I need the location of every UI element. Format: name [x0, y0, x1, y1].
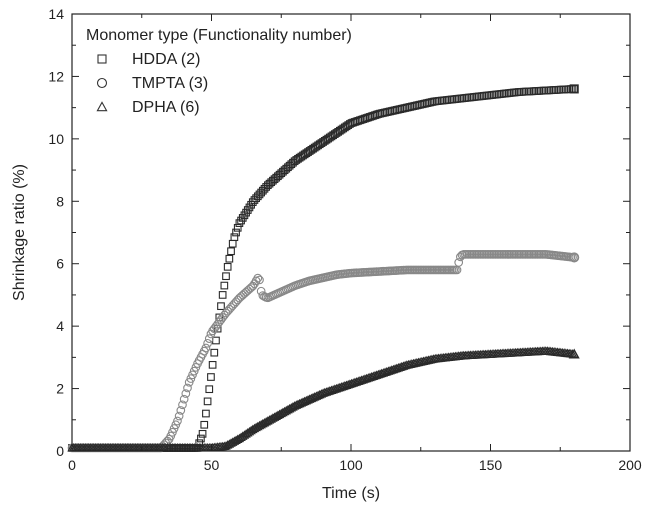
- data-point: [217, 302, 225, 311]
- legend-label: HDDA (2): [132, 51, 200, 68]
- x-axis-title: Time (s): [322, 485, 380, 502]
- data-point: [222, 272, 230, 281]
- data-point: [178, 400, 187, 410]
- data-point: [227, 247, 235, 256]
- plot-area: [67, 84, 580, 453]
- data-point: [203, 397, 212, 406]
- data-point: [253, 273, 263, 283]
- data-point: [570, 85, 579, 93]
- data-point: [197, 434, 205, 443]
- y-tick-label: 0: [56, 443, 64, 459]
- y-axis-title: Shrinkage ratio (%): [11, 164, 28, 301]
- x-tick-label: 0: [68, 457, 76, 473]
- data-point: [225, 254, 234, 263]
- x-tick-label: 100: [339, 457, 363, 473]
- data-point-end: [568, 348, 580, 359]
- data-point: [210, 348, 219, 357]
- data-point: [230, 233, 239, 242]
- data-point: [204, 334, 214, 343]
- data-point: [181, 389, 191, 398]
- legend-label: TMPTA (3): [132, 75, 208, 92]
- legend-item: TMPTA (3): [96, 75, 208, 92]
- legend-title: Monomer type (Functionality number): [86, 27, 352, 44]
- x-tick-label: 200: [618, 457, 642, 473]
- data-point: [454, 258, 464, 267]
- data-point: [208, 360, 217, 369]
- data-point: [183, 383, 192, 393]
- legend-marker: [96, 101, 108, 112]
- data-point: [200, 420, 209, 429]
- y-tick-label: 6: [56, 256, 64, 272]
- data-point: [176, 406, 186, 415]
- series-circle: [67, 250, 580, 453]
- legend-marker: [97, 54, 107, 64]
- data-point: [198, 429, 207, 438]
- legend: Monomer type (Functionality number) HDDA…: [86, 27, 352, 116]
- x-tick-label: 150: [479, 457, 503, 473]
- data-point: [174, 411, 184, 421]
- legend-item: HDDA (2): [97, 51, 200, 68]
- y-tick-label: 10: [48, 131, 64, 147]
- data-point: [173, 416, 182, 426]
- data-point-end: [569, 252, 580, 263]
- y-tick-label: 2: [56, 381, 64, 397]
- x-tick-label: 50: [204, 457, 220, 473]
- data-point-end: [569, 84, 579, 94]
- data-point: [232, 228, 240, 237]
- y-tick-label: 8: [56, 193, 64, 209]
- data-point: [179, 394, 189, 404]
- legend-item: DPHA (6): [96, 99, 200, 116]
- data-point: [203, 338, 212, 348]
- data-point: [212, 336, 220, 345]
- legend-label: DPHA (6): [132, 99, 200, 116]
- series-triangle: [67, 346, 580, 452]
- y-tick-label: 12: [48, 68, 64, 84]
- data-point: [255, 275, 264, 285]
- data-point: [207, 373, 215, 381]
- data-point: [233, 223, 242, 232]
- y-tick-label: 14: [48, 6, 64, 22]
- legend-marker: [96, 77, 108, 89]
- data-point: [223, 262, 232, 271]
- data-point: [218, 291, 227, 299]
- data-point: [220, 281, 229, 290]
- data-point: [569, 253, 579, 262]
- data-point: [228, 239, 237, 248]
- y-tick-label: 4: [56, 318, 64, 334]
- data-point: [202, 409, 210, 418]
- data-point: [201, 343, 211, 353]
- data-point: [205, 385, 214, 394]
- axes: 0 50 100 150 200 0 2 4 6 8 10 12 14: [48, 6, 641, 473]
